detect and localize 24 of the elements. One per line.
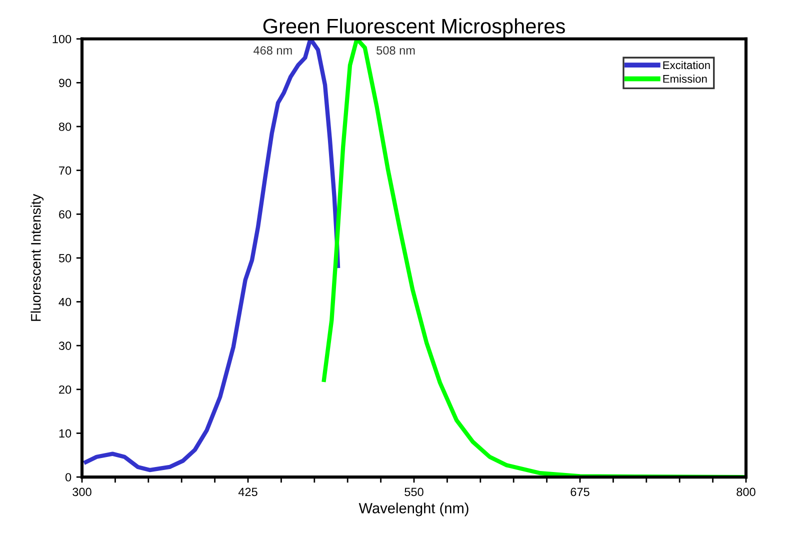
x-axis-title: Wavelenght (nm) <box>358 502 468 516</box>
y-tick-label: 0 <box>65 473 72 482</box>
y-tick-label: 100 <box>52 34 72 44</box>
y-tick-label: 60 <box>59 210 72 219</box>
y-tick-label: 50 <box>58 254 72 262</box>
legend-label: Emission <box>663 74 707 83</box>
chart-title: Green Fluorescent Microspheres <box>263 18 565 38</box>
y-tick-label: 10 <box>59 429 72 438</box>
annotation: 508 nm <box>376 46 415 55</box>
x-tick-label: 800 <box>736 488 756 496</box>
y-axis-title: Fluorescent Intensity <box>30 194 44 321</box>
y-tick-label: 40 <box>58 298 72 306</box>
y-tick-label: 70 <box>59 166 72 175</box>
y-tick-label: 20 <box>59 385 72 394</box>
legend-label: Excitation <box>663 60 710 70</box>
x-tick-label: 550 <box>404 488 424 496</box>
x-tick-label: 300 <box>72 488 92 496</box>
x-tick-label: 675 <box>570 488 590 496</box>
y-tick-label: 30 <box>58 342 72 350</box>
line-series <box>82 38 340 472</box>
annotation: 468 nm <box>254 46 292 55</box>
y-tick-label: 90 <box>59 78 72 88</box>
y-tick-label: 80 <box>58 122 72 131</box>
x-tick-label: 425 <box>238 488 258 496</box>
